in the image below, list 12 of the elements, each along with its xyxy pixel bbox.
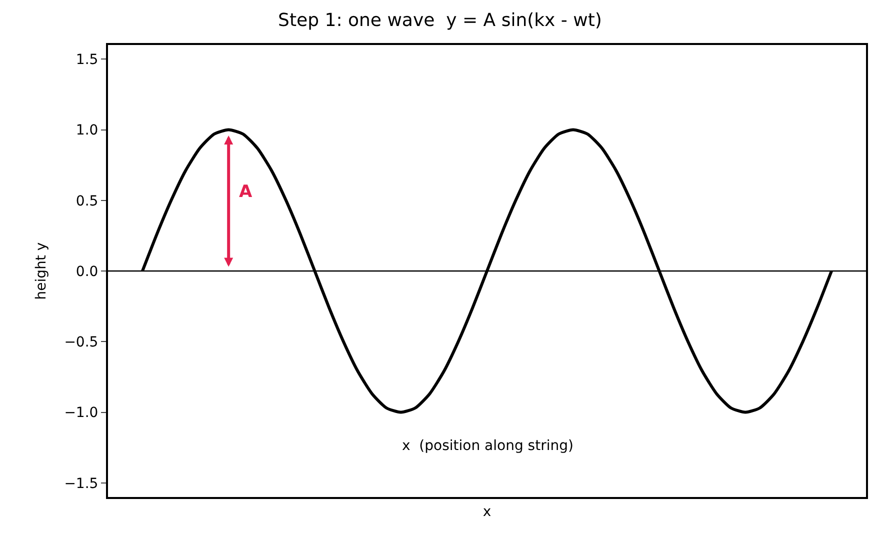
y-tick-label: 1.5	[76, 52, 98, 68]
chart-title: Step 1: one wave y = A sin(kx - wt)	[278, 10, 602, 32]
y-tick-label: 0.5	[76, 193, 98, 210]
y-tick-label: −0.5	[64, 334, 98, 351]
y-axis-title: height y	[33, 242, 50, 300]
annotation: x (position along string)	[402, 438, 574, 454]
annotation: A	[239, 182, 253, 202]
y-tick-label: −1.0	[64, 405, 98, 422]
y-tick-label: 0.0	[76, 264, 98, 280]
y-tick-label: −1.5	[64, 476, 98, 492]
x-axis-title: x	[482, 504, 492, 520]
y-tick-label: 1.0	[76, 122, 98, 139]
